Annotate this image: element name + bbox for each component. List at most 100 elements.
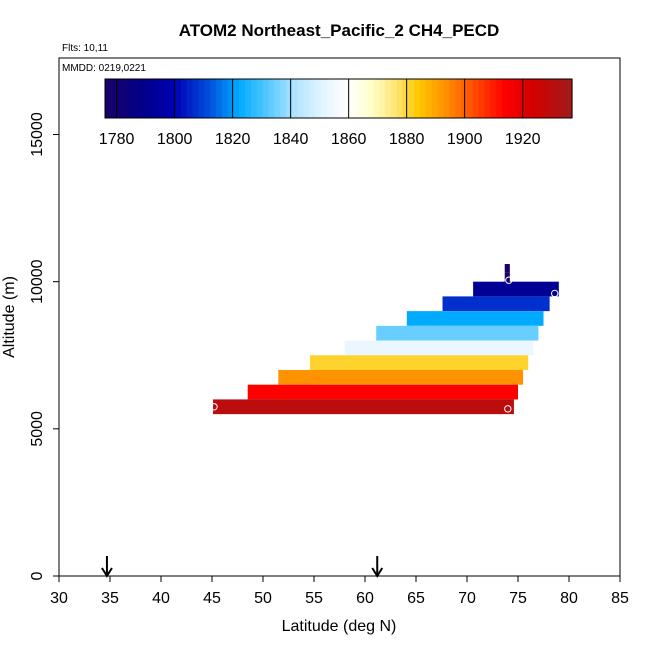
- colorbar-strip-72: [525, 79, 532, 118]
- colorbar-strip-63: [472, 79, 480, 118]
- colorbar-strip-9: [157, 79, 164, 118]
- data-bin-5: [376, 325, 539, 341]
- colorbar-strip-55: [426, 79, 433, 118]
- colorbar-strip-14: [186, 79, 194, 118]
- colorbar-strip-26: [256, 79, 264, 118]
- colorbar-strip-24: [245, 79, 252, 118]
- data-point-1: [551, 289, 559, 298]
- colorbar-strip-41: [344, 79, 351, 118]
- colorbar-tick-label-3: 1840: [273, 131, 309, 148]
- data-bin-2: [473, 281, 559, 297]
- colorbar-strip-34: [303, 79, 310, 118]
- colorbar-strip-68: [501, 79, 509, 118]
- colorbar-strip-5: [134, 79, 141, 118]
- x-tick-label-2: 40: [152, 590, 170, 607]
- data-bin-3: [442, 296, 550, 312]
- arrow-marker-0: [101, 556, 113, 578]
- chart-title: ATOM2 Northeast_Pacific_2 CH4_PECD: [179, 21, 500, 40]
- colorbar-strip-31: [285, 79, 293, 118]
- x-tick-label-8: 70: [458, 590, 476, 607]
- colorbar-strip-59: [449, 79, 456, 118]
- flights-label: Flts: 10,11: [62, 43, 108, 54]
- colorbar-strip-16: [198, 79, 205, 118]
- colorbar-strip-15: [192, 79, 199, 118]
- y-tick-label-0: 0: [29, 571, 46, 580]
- colorbar-strip-7: [145, 79, 153, 118]
- colorbar-strip-65: [484, 79, 491, 118]
- colorbar-strip-37: [320, 79, 328, 118]
- colorbar-strip-43: [356, 79, 363, 118]
- colorbar-strip-1: [110, 79, 118, 118]
- data-bin-9: [247, 384, 518, 400]
- data-bin-8: [278, 369, 524, 385]
- x-tick-label-0: 30: [50, 590, 68, 607]
- colorbar-tick-label-0: 1780: [99, 131, 135, 148]
- colorbar-tick-label-4: 1860: [331, 131, 367, 148]
- colorbar-strip-3: [122, 79, 129, 118]
- x-tick-label-3: 45: [203, 590, 221, 607]
- data-bin-10: [213, 399, 514, 415]
- colorbar-strip-10: [163, 79, 170, 118]
- colorbar-strip-60: [455, 79, 462, 118]
- colorbar-strip-20: [221, 79, 229, 118]
- data-bins: [213, 264, 559, 415]
- x-tick-label-7: 65: [407, 590, 425, 607]
- colorbar-strip-8: [151, 79, 159, 118]
- colorbar-strip-77: [554, 79, 561, 118]
- data-bin-7: [309, 355, 529, 370]
- colorbar-strip-46: [373, 79, 380, 118]
- colorbar-strip-45: [367, 79, 375, 118]
- colorbar-strip-54: [420, 79, 427, 118]
- y-axis: 0 5000 10000 15000: [29, 112, 59, 580]
- colorbar-strip-64: [478, 79, 486, 118]
- colorbar-strip-47: [379, 79, 386, 118]
- x-tick-label-9: 75: [509, 590, 527, 607]
- colorbar-strip-29: [274, 79, 281, 118]
- data-point-2: [210, 403, 218, 411]
- colorbar-strip-73: [531, 79, 538, 118]
- latitude-arrows: [101, 556, 384, 578]
- colorbar-strip-49: [391, 79, 398, 118]
- colorbar-strip-22: [233, 79, 240, 118]
- colorbar-strip-70: [513, 79, 521, 118]
- colorbar-strip-75: [542, 79, 550, 118]
- colorbar-strip-44: [361, 79, 369, 118]
- colorbar-strip-18: [210, 79, 217, 118]
- colorbar-strip-0: [105, 79, 112, 118]
- colorbar-tick-label-6: 1900: [447, 131, 483, 148]
- x-tick-label-6: 60: [356, 590, 374, 607]
- x-axis: 30 35 40 45 50 55 60 65 70 75 80 85: [50, 576, 629, 607]
- mmdd-label: MMDD: 0219,0221: [62, 63, 146, 74]
- colorbar-strip-69: [507, 79, 515, 118]
- colorbar-strip-17: [204, 79, 211, 118]
- x-tick-label-11: 85: [611, 590, 629, 607]
- colorbar-strip-11: [169, 79, 176, 118]
- colorbar-strip-52: [408, 79, 415, 118]
- colorbar-strip-56: [431, 79, 439, 118]
- colorbar-strip-2: [116, 79, 124, 118]
- y-tick-label-1: 5000: [29, 411, 46, 447]
- colorbar-strip-32: [291, 79, 299, 118]
- plot-frame: [58, 57, 621, 577]
- colorbar-strip-74: [536, 79, 544, 118]
- x-tick-label-4: 50: [254, 590, 272, 607]
- colorbar-strip-40: [338, 79, 345, 118]
- y-tick-label-2: 10000: [29, 259, 46, 304]
- colorbar-strip-58: [443, 79, 451, 118]
- x-axis-label: Latitude (deg N): [282, 618, 397, 635]
- y-axis-label: Altitude (m): [1, 276, 18, 358]
- colorbar-strip-57: [437, 79, 445, 118]
- colorbar-strip-48: [385, 79, 392, 118]
- data-points: [210, 276, 559, 413]
- colorbar-strip-62: [466, 79, 474, 118]
- data-bin-1: [504, 272, 510, 288]
- colorbar: 1780 1800 1820 1840 1860 1880 1900 1920: [99, 78, 573, 148]
- colorbar-strip-38: [326, 79, 334, 118]
- colorbar-strip-42: [350, 79, 357, 118]
- x-tick-label-1: 35: [101, 590, 119, 607]
- data-point-3: [504, 405, 512, 413]
- colorbar-strip-6: [140, 79, 147, 118]
- data-bin-0: [504, 264, 510, 273]
- colorbar-strip-66: [490, 79, 497, 118]
